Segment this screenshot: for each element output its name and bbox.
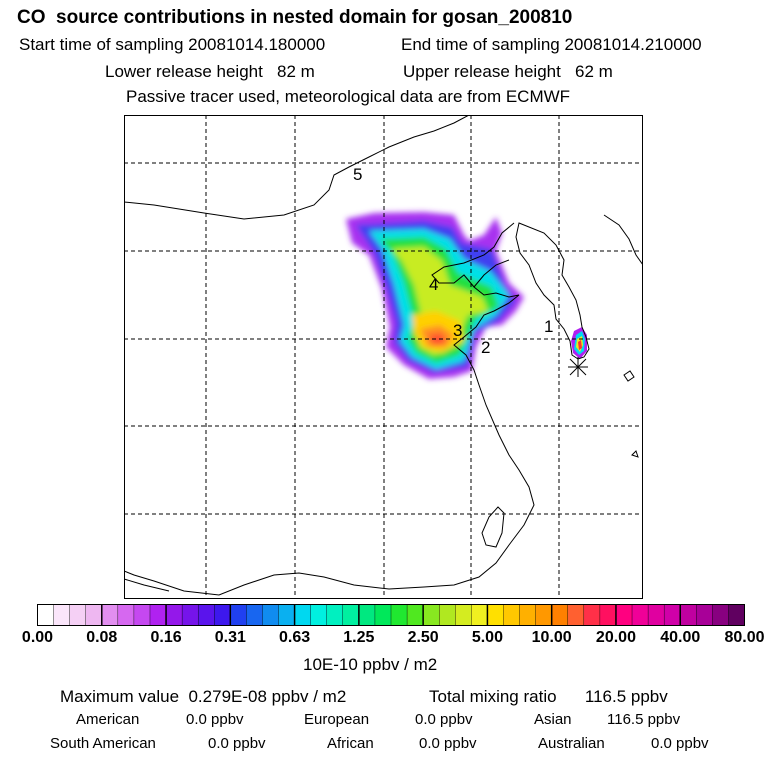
colorbar-tick-label: 0.31 [214, 629, 246, 646]
colorbar-cell [471, 604, 488, 626]
colorbar-unit: 10E-10 ppbv / m2 [303, 655, 438, 674]
region-name-australian: Australian [538, 735, 605, 752]
station-star-marker [568, 357, 588, 377]
colorbar-tick-label: 0.16 [150, 629, 182, 646]
colorbar-cell [599, 604, 617, 626]
colorbar-cell [117, 604, 135, 626]
colorbar-tick-label: 5.00 [471, 629, 503, 646]
region-name-asian: Asian [534, 711, 572, 728]
colorbar-cell [535, 604, 553, 626]
colorbar-cell [214, 604, 231, 626]
marker-label-2: 2 [481, 338, 490, 357]
colorbar-cell [294, 604, 312, 626]
colorbar-cell [342, 604, 360, 626]
lower-release-label: Lower release height 82 m [105, 62, 315, 81]
colorbar-cell [310, 604, 328, 626]
colorbar-cell [551, 604, 569, 626]
colorbar [37, 604, 745, 626]
total-mixing-ratio: Total mixing ratio 116.5 ppbv [429, 687, 668, 706]
colorbar-cell [487, 604, 504, 626]
colorbar-cell [406, 604, 424, 626]
colorbar-cell [149, 604, 167, 626]
colorbar-cell [326, 604, 344, 626]
colorbar-cell [390, 604, 408, 626]
colorbar-cell [374, 604, 392, 626]
region-name-american: American [76, 711, 140, 728]
colorbar-cell [615, 604, 633, 626]
region-value-european: 0.0 ppbv [415, 711, 473, 728]
marker-label-5: 5 [353, 165, 362, 184]
colorbar-cell [181, 604, 199, 626]
colorbar-cell [230, 604, 247, 626]
colorbar-tick-label: 10.00 [531, 629, 572, 646]
region-value-american: 0.0 ppbv [186, 711, 244, 728]
colorbar-cell [519, 604, 537, 626]
colorbar-tick-label: 2.50 [407, 629, 439, 646]
colorbar-tick-label: 0.08 [86, 629, 118, 646]
upper-release-label: Upper release height 62 m [403, 62, 613, 81]
marker-label-4: 4 [429, 275, 438, 294]
colorbar-cell [647, 604, 665, 626]
colorbar-tick-label: 40.00 [660, 629, 701, 646]
marker-label-1: 1 [544, 317, 553, 336]
region-value-south-american: 0.0 ppbv [208, 735, 266, 752]
colorbar-cell [422, 604, 440, 626]
start-time-label: Start time of sampling 20081014.180000 [19, 35, 326, 54]
colorbar-tick-label: 80.00 [724, 629, 765, 646]
plot-title: CO source contributions in nested domain… [17, 7, 573, 28]
region-value-african: 0.0 ppbv [419, 735, 477, 752]
colorbar-cell [583, 604, 601, 626]
concentration-plume [346, 212, 524, 379]
colorbar-cell [696, 604, 713, 626]
map-frame [124, 115, 643, 599]
colorbar-cell [278, 604, 296, 626]
region-name-south-american: South American [50, 735, 156, 752]
colorbar-cell [262, 604, 280, 626]
colorbar-tick-label: 0.00 [21, 629, 54, 646]
colorbar-cell [663, 604, 681, 626]
region-value-australian: 0.0 ppbv [651, 735, 709, 752]
colorbar-cell [53, 604, 71, 626]
colorbar-cell [631, 604, 649, 626]
colorbar-cell [246, 604, 263, 626]
colorbar-cell [680, 604, 697, 626]
colorbar-cell [69, 604, 87, 626]
grid-lines [124, 115, 643, 599]
colorbar-tick-label: 1.25 [343, 629, 375, 646]
region-name-european: European [304, 711, 370, 728]
station-plume [571, 327, 587, 359]
region-name-african: African [327, 735, 374, 752]
end-time-label: End time of sampling 20081014.210000 [401, 35, 702, 54]
colorbar-tick-label: 0.63 [279, 629, 311, 646]
marker-label-3: 3 [453, 321, 462, 340]
colorbar-tick-label: 20.00 [595, 629, 636, 646]
model-note: Passive tracer used, meteorological data… [126, 87, 571, 106]
colorbar-cell [567, 604, 585, 626]
colorbar-cell [439, 604, 456, 626]
colorbar-cell [712, 604, 729, 626]
maximum-value: Maximum value 0.279E-08 ppbv / m2 [60, 687, 347, 706]
colorbar-cell [133, 604, 151, 626]
colorbar-cell [85, 604, 103, 626]
colorbar-cell [728, 604, 745, 626]
colorbar-cell [455, 604, 472, 626]
region-value-asian: 116.5 ppbv [607, 711, 681, 728]
colorbar-cell [101, 604, 119, 626]
colorbar-cell [503, 604, 521, 626]
colorbar-cell [165, 604, 183, 626]
colorbar-cell [37, 604, 55, 626]
coastlines [124, 115, 643, 596]
colorbar-cell [358, 604, 376, 626]
colorbar-cell [197, 604, 215, 626]
map-panel: 1 2 3 4 5 [124, 115, 643, 599]
